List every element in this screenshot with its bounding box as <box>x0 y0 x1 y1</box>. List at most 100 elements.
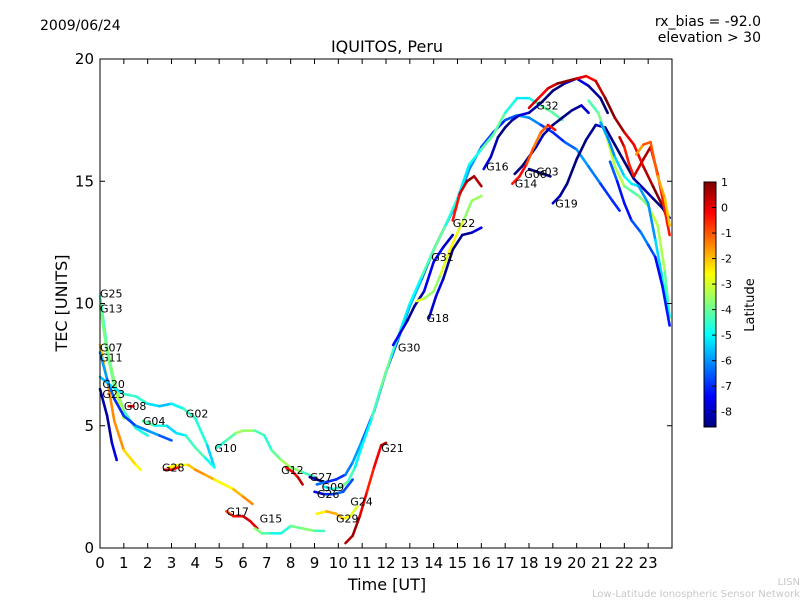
satellite-label: G26 <box>317 488 340 501</box>
satellite-label: G31 <box>431 251 454 264</box>
track-segment <box>315 480 328 486</box>
track-segment <box>551 116 564 127</box>
track-segment <box>427 294 438 320</box>
track-segment <box>525 145 536 166</box>
x-tick-label: 23 <box>639 554 658 572</box>
series-g18 <box>427 226 483 320</box>
y-axis-ticks: 0 5 10 15 20 <box>75 50 672 557</box>
track-segment <box>642 187 655 200</box>
series-g19 <box>551 123 671 220</box>
track-segment <box>534 133 545 149</box>
track-segment <box>518 162 528 178</box>
track-segment <box>623 145 631 166</box>
track-segment <box>232 488 245 498</box>
track-segment <box>165 424 178 435</box>
colorbar-label: Latitude <box>743 278 758 332</box>
track-segment <box>539 89 555 105</box>
track-segment <box>603 126 617 146</box>
x-tick-label: 21 <box>591 554 610 572</box>
track-segment <box>398 302 412 332</box>
track-segment <box>346 466 357 484</box>
satellite-label: G20 <box>102 378 125 391</box>
track-segment <box>511 113 521 122</box>
satellite-label: G13 <box>100 302 123 315</box>
track-segment <box>551 82 567 93</box>
track-segment <box>432 223 447 252</box>
track-segment <box>470 194 483 203</box>
track-segment <box>513 165 524 176</box>
track-segment <box>613 155 626 178</box>
series-g22 <box>451 175 483 222</box>
colorbar-ticks: 1 0 -1 -2 -3 -4 -5 -6 -7 -8 <box>712 176 732 419</box>
x-tick-label: 11 <box>353 554 372 572</box>
track-segment <box>203 456 216 469</box>
series-g17 <box>225 510 259 530</box>
series-g23 <box>98 387 118 462</box>
colorbar-tick-label: -1 <box>721 227 732 240</box>
footer-lisn: LISN <box>777 577 800 588</box>
track-segment <box>511 175 521 185</box>
track-segment <box>630 189 640 198</box>
track-segment <box>451 192 462 222</box>
track-segment <box>575 74 588 80</box>
track-segment <box>532 131 543 149</box>
track-segment <box>637 194 650 207</box>
track-segment <box>565 157 578 185</box>
track-segment <box>539 104 555 115</box>
track-segment <box>98 351 109 381</box>
track-segment <box>546 123 557 132</box>
track-segment <box>465 175 476 183</box>
track-segment <box>351 514 362 538</box>
track-segment <box>632 157 645 178</box>
track-segment <box>372 444 383 469</box>
track-segment <box>468 148 483 166</box>
series-g03 <box>527 167 552 178</box>
satellite-label: G08 <box>124 400 147 413</box>
track-segment <box>122 448 138 467</box>
track-segment <box>623 175 633 185</box>
track-segment <box>599 96 609 115</box>
track-segment <box>463 199 474 220</box>
track-segment <box>434 277 445 298</box>
series-g24 <box>322 96 564 491</box>
track-segment <box>113 380 126 413</box>
track-segment <box>603 96 617 119</box>
series-g10 <box>215 429 316 479</box>
track-segment <box>456 216 466 234</box>
track-segment <box>334 512 345 520</box>
x-axis-ticks: 0 1 2 3 4 5 6 7 8 9 10 11 12 13 14 15 16 17 18 19 20 21 22 23 <box>95 59 658 572</box>
track-segment <box>496 126 507 139</box>
track-segment <box>623 184 633 193</box>
track-segment <box>639 231 650 247</box>
satellite-label: G27 <box>310 471 333 484</box>
track-segment <box>575 77 590 88</box>
track-segment <box>422 289 435 300</box>
track-segment <box>205 444 216 469</box>
series-g02 <box>167 463 254 506</box>
track-segment <box>146 429 161 437</box>
track-segment <box>370 385 383 420</box>
satellite-label: G07 <box>100 342 123 355</box>
track-segment <box>213 478 226 486</box>
track-segment <box>110 441 118 462</box>
track-segment <box>158 434 173 442</box>
series-g26 <box>313 478 354 496</box>
track-segment <box>353 444 364 469</box>
series-t1 <box>587 99 671 320</box>
satellite-label: G17 <box>226 505 249 518</box>
colorbar-tick-label: -6 <box>721 355 732 368</box>
track-segment <box>432 245 445 264</box>
track-segment <box>296 475 304 486</box>
track-segment <box>413 289 426 308</box>
track-segment <box>630 219 643 234</box>
track-segment <box>398 319 409 335</box>
track-segment <box>489 135 500 159</box>
track-segment <box>315 510 328 516</box>
x-tick-label: 6 <box>238 554 248 572</box>
colorbar-tick-label: -8 <box>721 406 732 419</box>
x-tick-label: 20 <box>567 554 586 572</box>
track-segment <box>472 175 483 188</box>
track-segment <box>158 402 173 408</box>
